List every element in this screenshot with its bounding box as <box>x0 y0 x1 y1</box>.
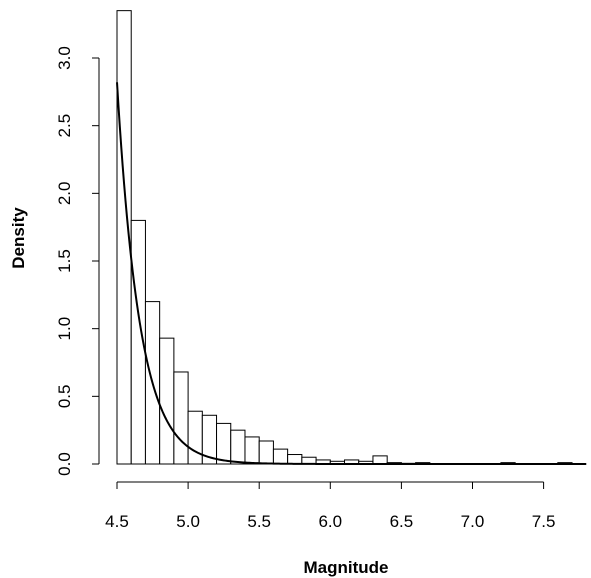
histogram-bar <box>173 371 189 465</box>
density-curve <box>116 82 587 465</box>
x-axis-title: Magnitude <box>304 558 389 577</box>
x-axis: 4.5 5.0 5.5 6.0 6.5 7.0 7.5 <box>105 481 556 531</box>
y-tick-label: 2.5 <box>55 114 74 138</box>
y-tick-label: 0.0 <box>55 452 74 476</box>
histogram-bar <box>244 436 260 465</box>
histogram-bar <box>272 448 289 465</box>
histogram-bar <box>258 440 274 465</box>
y-tick-label: 3.0 <box>55 46 74 70</box>
x-tick-label: 6.0 <box>318 512 342 531</box>
x-tick-label: 5.0 <box>176 512 200 531</box>
x-tick-label: 7.0 <box>461 512 485 531</box>
y-tick-label: 2.0 <box>55 182 74 206</box>
histogram-bar <box>187 410 203 465</box>
y-axis: 0.0 0.5 1.0 1.5 2.0 2.5 3.0 <box>55 46 100 476</box>
y-tick-label: 1.5 <box>55 249 74 273</box>
y-tick-label: 1.0 <box>55 317 74 341</box>
x-tick-label: 7.5 <box>532 512 556 531</box>
x-tick-label: 6.5 <box>390 512 414 531</box>
histogram-bar <box>216 422 232 465</box>
histogram-bar <box>287 454 303 465</box>
x-tick-label: 4.5 <box>105 512 129 531</box>
histogram-bars <box>116 10 573 465</box>
y-tick-label: 0.5 <box>55 385 74 409</box>
histogram-bar <box>372 455 388 465</box>
histogram-bar <box>159 337 175 465</box>
histogram-bar <box>230 429 246 465</box>
x-tick-label: 5.5 <box>247 512 271 531</box>
y-axis-title: Density <box>9 207 28 269</box>
